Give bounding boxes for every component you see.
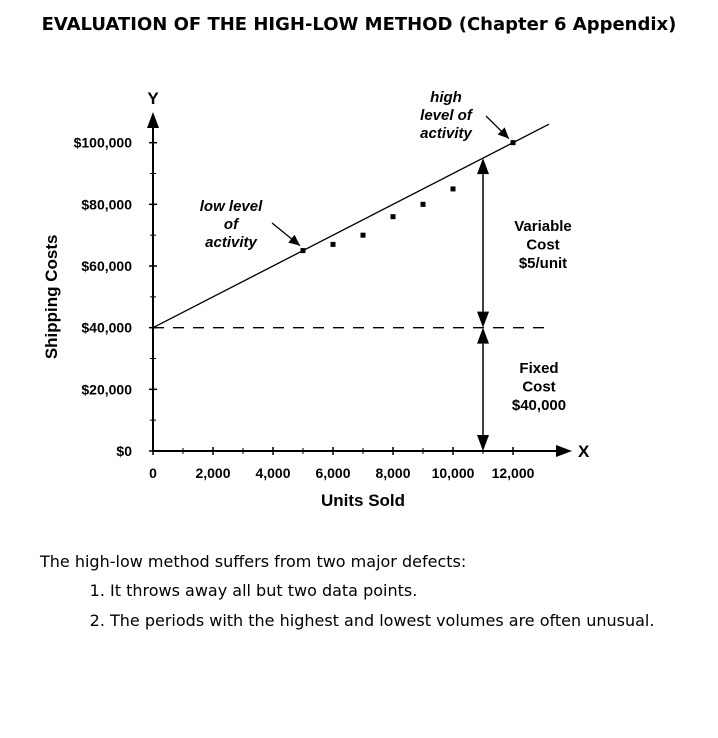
data-point	[450, 186, 456, 192]
page-title: EVALUATION OF THE HIGH-LOW METHOD (Chapt…	[41, 14, 677, 35]
high-low-chart: Y X $0 $20,000 $40,000 $60,000 $80,000 $100,000…	[42, 89, 590, 510]
low-activity-pointer-head	[288, 234, 300, 246]
high-low-cost-line	[152, 123, 550, 329]
x-axis-arrowhead	[556, 445, 572, 457]
defect-item: It throws away all but two data points.	[110, 581, 680, 601]
notes-intro: The high-low method suffers from two maj…	[40, 552, 467, 571]
x-tick-label: 6,000	[315, 465, 350, 481]
y-axis-letter: Y	[147, 89, 159, 108]
y-tick-label: $20,000	[81, 381, 132, 397]
fixed-cost-label: Cost	[522, 379, 555, 396]
high-activity-label: level of	[420, 107, 474, 124]
defect-item: The periods with the highest and lowest …	[110, 611, 680, 631]
x-tick-label: 2,000	[195, 465, 230, 481]
high-activity-label: activity	[420, 125, 472, 142]
data-point	[510, 140, 516, 146]
high-activity-pointer-head	[497, 127, 509, 139]
low-activity-label: of	[224, 216, 240, 233]
fixed-cost-label: $40,000	[512, 397, 566, 414]
high-activity-label: high	[430, 89, 462, 106]
fixed-cost-arrowhead-top	[477, 327, 489, 344]
variable-cost-label: Cost	[526, 237, 559, 254]
notes-section: The high-low method suffers from two maj…	[40, 552, 680, 641]
x-axis-letter: X	[578, 442, 590, 461]
y-tick-label: $60,000	[81, 258, 132, 274]
y-tick-label: $0	[116, 443, 132, 459]
x-tick-label: 12,000	[492, 465, 535, 481]
x-axis-title: Units Sold	[321, 491, 405, 510]
data-point	[300, 248, 306, 254]
y-axis-title: Shipping Costs	[42, 234, 61, 359]
data-point	[360, 232, 366, 238]
variable-cost-arrowhead-top	[477, 158, 489, 175]
x-tick-label: 8,000	[375, 465, 410, 481]
variable-cost-arrowhead-bottom	[477, 311, 489, 328]
fixed-cost-label: Fixed	[519, 360, 558, 377]
variable-cost-label: $5/unit	[519, 255, 567, 272]
x-tick-label: 4,000	[255, 465, 290, 481]
x-tick-label: 0	[149, 465, 157, 481]
x-tick-label: 10,000	[432, 465, 475, 481]
variable-cost-label: Variable	[514, 218, 572, 235]
y-axis-arrowhead	[147, 112, 159, 128]
low-activity-label: activity	[205, 234, 257, 251]
fixed-cost-arrowhead-bottom	[477, 435, 489, 451]
data-point	[390, 214, 396, 220]
low-activity-label: low level	[200, 198, 263, 215]
y-tick-label: $40,000	[81, 320, 132, 336]
defects-list: It throws away all but two data points. …	[40, 581, 680, 631]
y-tick-label: $100,000	[74, 135, 133, 151]
data-point	[330, 241, 336, 247]
y-tick-label: $80,000	[81, 196, 132, 212]
data-point	[420, 201, 426, 207]
